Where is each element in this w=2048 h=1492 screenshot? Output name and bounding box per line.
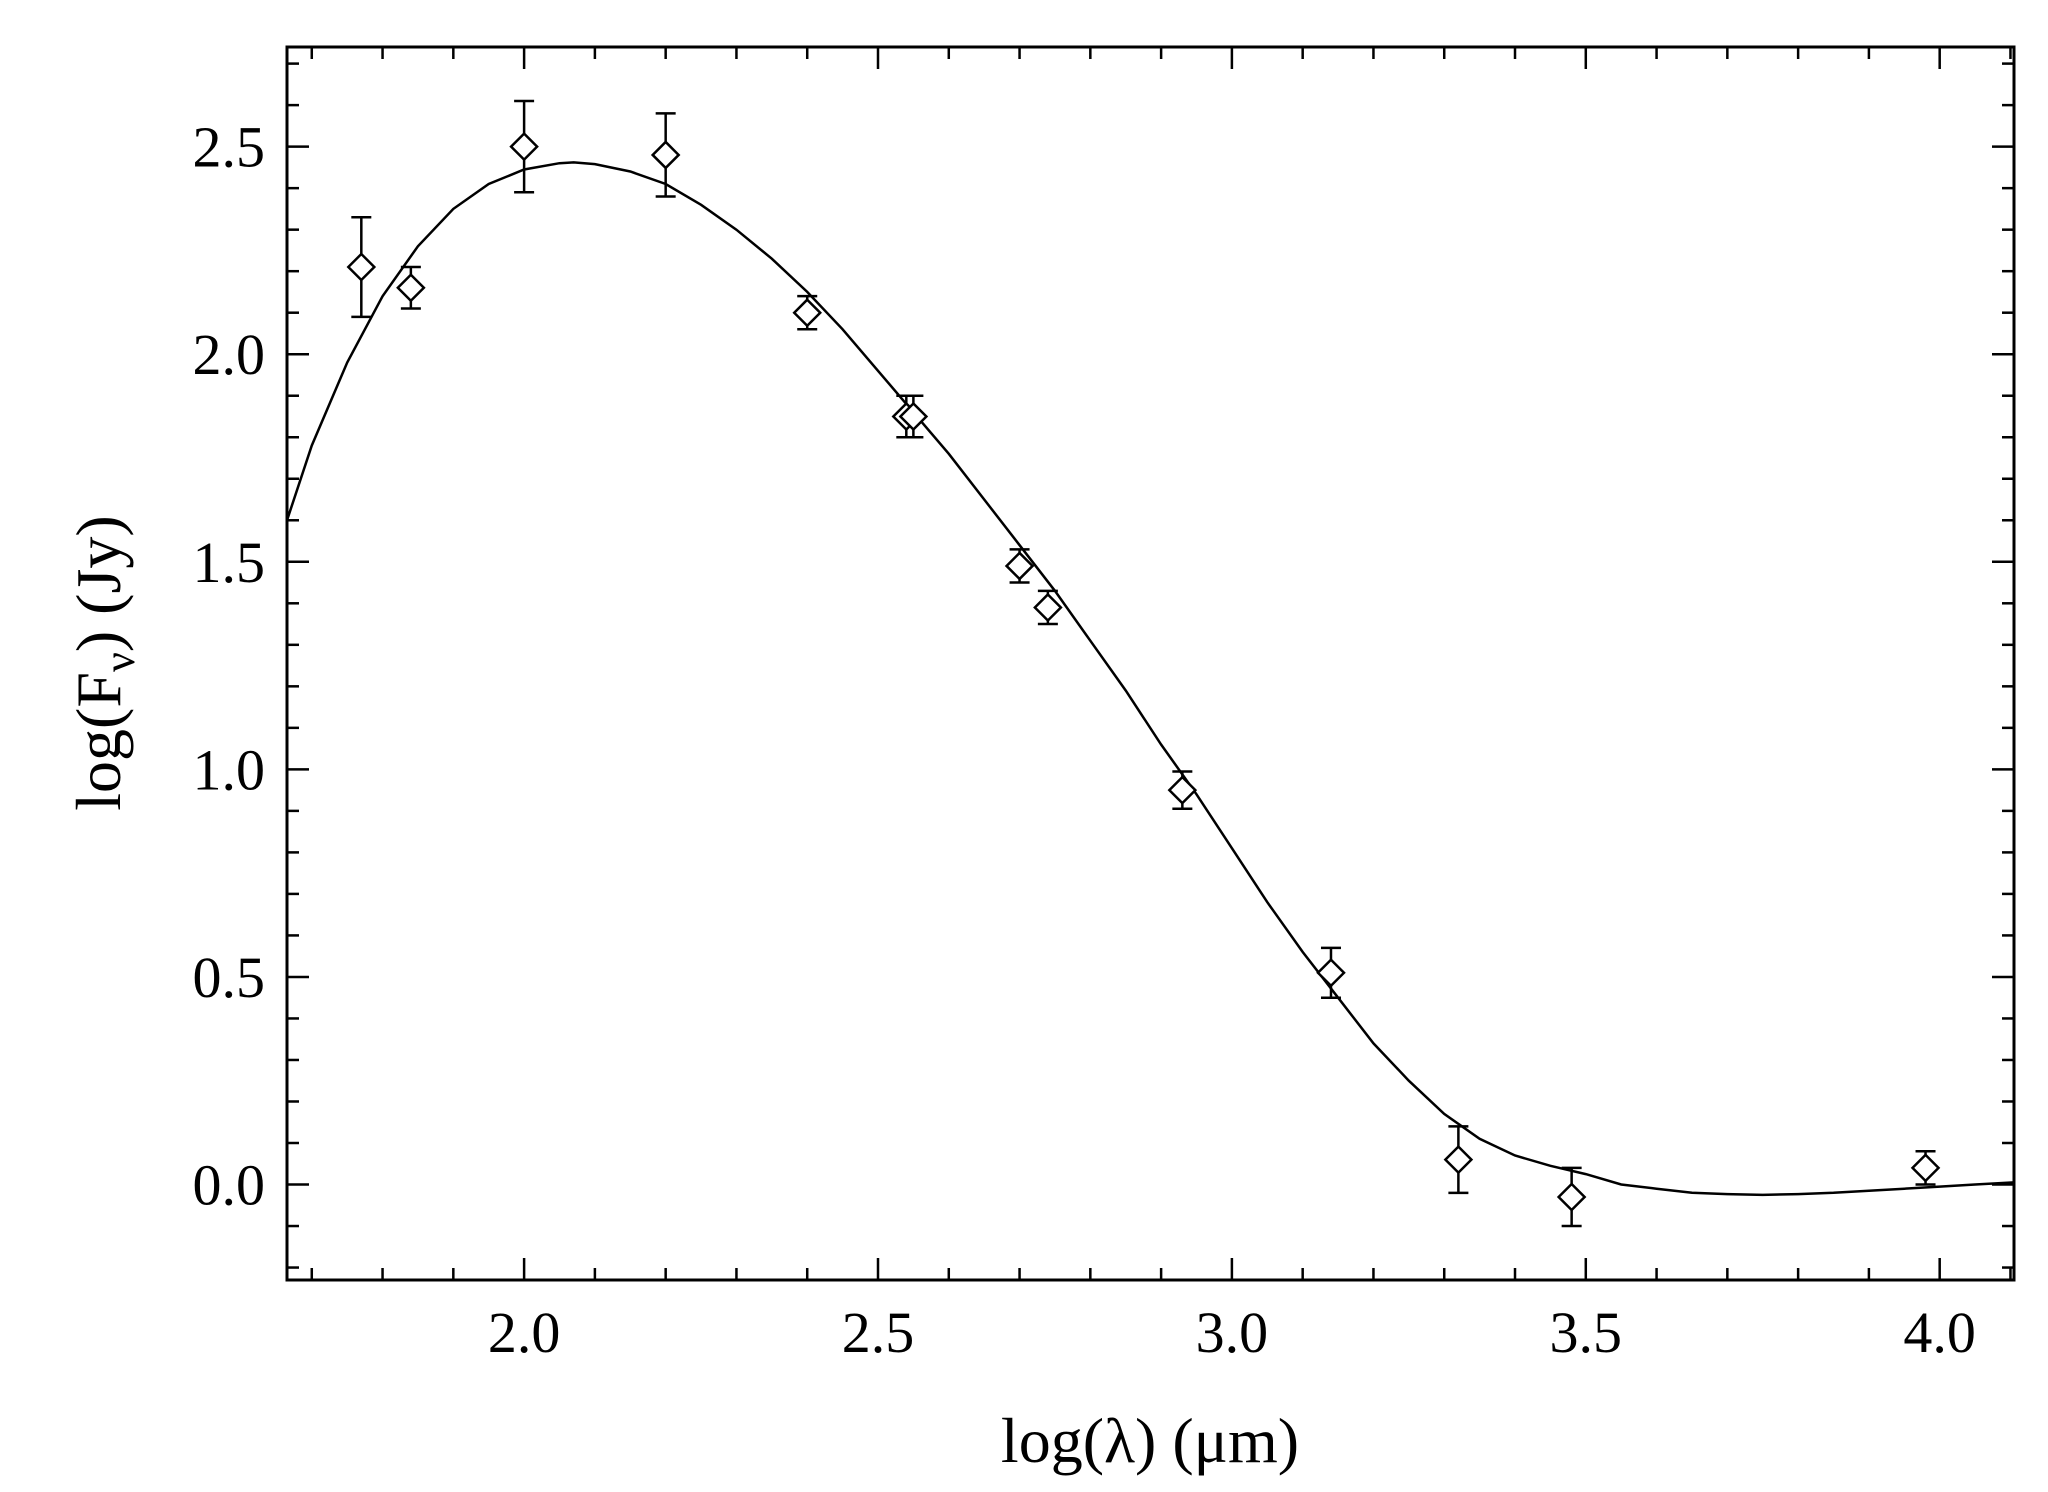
x-tick-label: 2.0 [488, 1300, 561, 1365]
diamond-marker [509, 131, 539, 162]
diamond-marker [792, 297, 822, 328]
data-point [1556, 1166, 1587, 1228]
diamond-marker [650, 140, 681, 170]
y-axis-title-subscript: ν [95, 652, 144, 672]
diamond-marker [1556, 1182, 1587, 1212]
data-point [1443, 1125, 1474, 1195]
diamond-marker [1033, 592, 1063, 623]
y-axis-title-prefix: log(F [63, 672, 134, 811]
y-tick-label: 2.0 [193, 322, 266, 387]
data-point [1004, 548, 1035, 584]
model-fit-curve [285, 161, 2015, 1197]
diamond-marker [1443, 1144, 1474, 1175]
diamond-marker [396, 273, 426, 303]
data-point [1910, 1150, 1941, 1186]
diamond-marker [1004, 551, 1035, 581]
fit-curve-group [285, 161, 2015, 1197]
axis-ticks [287, 47, 2014, 1280]
data-points [346, 99, 1941, 1228]
data-point [792, 294, 822, 331]
y-axis-title: log(Fν) (Jy) [63, 515, 144, 810]
plot-frame [285, 45, 2016, 1282]
x-axis-title: log(λ) (μm) [1001, 1405, 1299, 1476]
y-tick-label: 1.5 [193, 530, 266, 595]
diamond-marker [346, 252, 377, 282]
data-point [509, 99, 539, 194]
data-point [650, 112, 681, 198]
data-point [346, 215, 377, 319]
data-point [1316, 946, 1346, 999]
y-tick-label: 0.5 [193, 945, 266, 1010]
x-tick-label: 4.0 [1903, 1300, 1976, 1365]
y-tick-label: 2.5 [193, 115, 266, 180]
y-tick-label: 1.0 [193, 737, 266, 802]
x-tick-label: 2.5 [842, 1300, 915, 1365]
data-point [898, 394, 929, 439]
data-point [1033, 589, 1063, 626]
y-tick-label: 0.0 [193, 1153, 266, 1218]
diamond-marker [1316, 958, 1346, 988]
data-point [396, 265, 426, 310]
diamond-marker [1910, 1153, 1941, 1183]
diamond-marker [1167, 775, 1198, 805]
x-tick-label: 3.0 [1196, 1300, 1269, 1365]
data-point [1167, 770, 1198, 811]
tick-labels: 2.0 2.5 3.0 3.5 4.0 0.0 0.5 1.0 1.5 2.0 2.5 [193, 115, 1976, 1365]
y-axis-title-suffix: ) (Jy) [63, 515, 134, 652]
x-tick-label: 3.5 [1550, 1300, 1623, 1365]
diamond-marker [898, 401, 929, 432]
